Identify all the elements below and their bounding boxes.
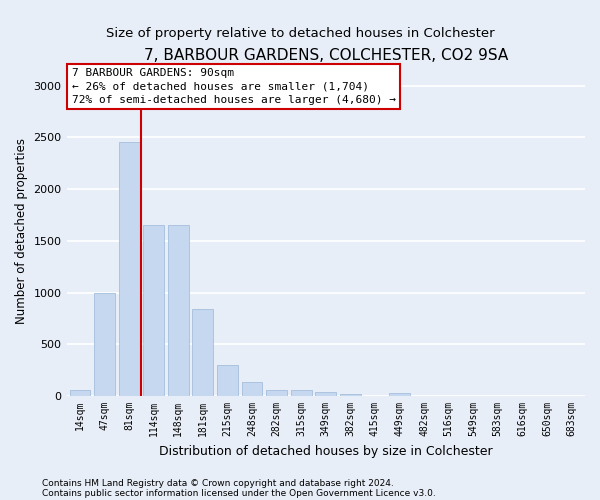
Text: Contains public sector information licensed under the Open Government Licence v3: Contains public sector information licen… (42, 488, 436, 498)
Bar (389, 393, 410, 396)
Bar (143, 226, 164, 396)
Y-axis label: Number of detached properties: Number of detached properties (15, 138, 28, 324)
Bar (168, 226, 189, 396)
Bar (70, 390, 91, 396)
Bar (340, 394, 361, 396)
Bar (266, 390, 287, 396)
Bar (291, 390, 311, 396)
Bar (193, 309, 214, 396)
Bar (94, 292, 115, 396)
Text: Size of property relative to detached houses in Colchester: Size of property relative to detached ho… (106, 28, 494, 40)
Title: 7, BARBOUR GARDENS, COLCHESTER, CO2 9SA: 7, BARBOUR GARDENS, COLCHESTER, CO2 9SA (143, 48, 508, 62)
Bar (217, 365, 238, 396)
Text: 7 BARBOUR GARDENS: 90sqm
← 26% of detached houses are smaller (1,704)
72% of sem: 7 BARBOUR GARDENS: 90sqm ← 26% of detach… (72, 68, 396, 105)
Bar (119, 142, 140, 396)
Bar (242, 382, 262, 396)
X-axis label: Distribution of detached houses by size in Colchester: Distribution of detached houses by size … (159, 444, 493, 458)
Text: Contains HM Land Registry data © Crown copyright and database right 2024.: Contains HM Land Registry data © Crown c… (42, 478, 394, 488)
Bar (316, 392, 336, 396)
